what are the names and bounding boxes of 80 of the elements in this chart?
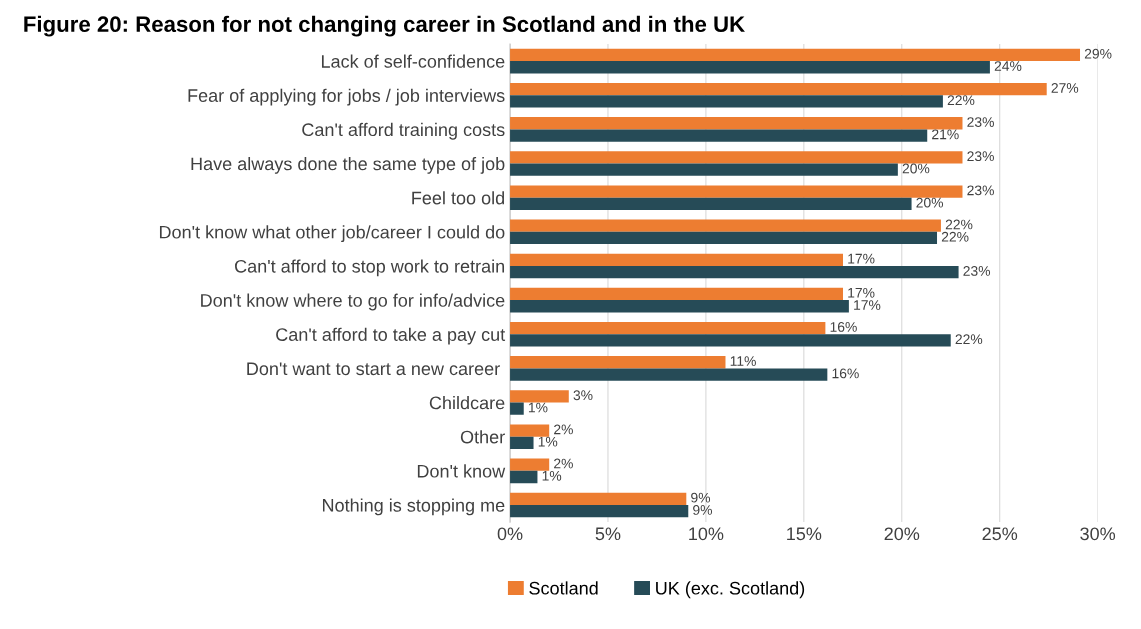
bar xyxy=(510,82,1047,96)
bar xyxy=(510,219,941,232)
bar xyxy=(510,197,912,210)
bar xyxy=(510,334,951,347)
data-label: 9% xyxy=(693,505,713,515)
data-label: 1% xyxy=(538,436,558,447)
x-tick-label: 10% xyxy=(689,527,724,541)
x-tick-label: 5% xyxy=(595,527,621,541)
bar xyxy=(510,390,569,403)
data-label: 17% xyxy=(848,253,875,264)
data-label: 23% xyxy=(967,151,994,162)
bar xyxy=(510,436,534,449)
y-tick-label: Fear of applying for jobs / job interviews xyxy=(188,88,505,106)
data-label: 16% xyxy=(830,322,857,332)
y-tick-label: Childcare xyxy=(429,396,505,410)
y-tick-label: Don't know where to go for info/advice xyxy=(201,293,505,311)
bar xyxy=(510,505,689,518)
data-label: 3% xyxy=(573,390,593,401)
y-tick-label: Don't know what other job/career I could do xyxy=(159,225,505,243)
bar xyxy=(510,185,963,198)
bar xyxy=(510,470,538,484)
bar xyxy=(510,253,844,266)
bar xyxy=(510,402,524,415)
y-tick-label: Can't afford to take a pay cut xyxy=(276,327,506,345)
bar xyxy=(510,265,959,279)
y-tick-label: Can't afford training costs xyxy=(302,122,505,140)
data-label: 20% xyxy=(902,163,930,174)
data-label: 22% xyxy=(947,95,975,106)
data-label: 22% xyxy=(941,231,969,242)
data-label: 20% xyxy=(916,197,944,208)
data-label: 22% xyxy=(955,334,983,345)
data-label: 1% xyxy=(542,470,562,481)
data-label: 22% xyxy=(945,219,973,230)
y-tick-label: Lack of self-confidence xyxy=(321,54,505,68)
bar xyxy=(510,231,938,245)
x-tick-label: 30% xyxy=(1080,527,1116,541)
bar xyxy=(510,117,963,130)
y-tick-label: Don't know xyxy=(417,464,506,478)
bar xyxy=(510,356,726,369)
y-tick-label: Have always done the same type of job xyxy=(191,157,505,174)
y-tick-label: Can't afford to stop work to retrain xyxy=(235,259,505,277)
data-label: 29% xyxy=(1084,48,1112,59)
bar xyxy=(510,151,963,164)
y-tick-label: Don't want to start a new career xyxy=(247,362,500,376)
data-label: 2% xyxy=(554,458,573,469)
bar xyxy=(510,48,1081,62)
bar xyxy=(510,61,990,74)
legend-label: Scotland xyxy=(529,581,598,595)
x-tick-label: 20% xyxy=(884,527,920,541)
x-tick-label: 25% xyxy=(982,527,1018,541)
data-label: 23% xyxy=(967,117,994,127)
bar xyxy=(510,458,550,471)
bar xyxy=(510,287,844,301)
data-label: 17% xyxy=(854,300,881,310)
chart-title: Figure 20: Reason for not changing career in Scotland and in the UK xyxy=(24,15,745,37)
data-label: 16% xyxy=(832,368,859,379)
bar xyxy=(510,368,828,381)
data-label: 21% xyxy=(932,129,959,140)
bar xyxy=(510,129,928,142)
x-tick-label: 15% xyxy=(787,527,822,541)
data-label: 24% xyxy=(994,61,1022,71)
bar xyxy=(510,424,550,437)
legend-label: UK (exc. Scotland) xyxy=(656,581,805,599)
bar xyxy=(510,300,849,313)
bar xyxy=(510,492,687,505)
data-label: 17% xyxy=(848,287,875,298)
y-tick-label: Other xyxy=(460,430,505,444)
data-label: 11% xyxy=(730,356,756,366)
data-label: 23% xyxy=(967,185,994,196)
y-tick-label: Nothing is stopping me xyxy=(322,498,505,516)
data-label: 2% xyxy=(554,424,573,435)
data-label: 27% xyxy=(1051,83,1079,93)
bar xyxy=(510,95,943,108)
y-tick-label: Feel too old xyxy=(412,191,505,205)
bar xyxy=(510,163,898,176)
data-label: 9% xyxy=(691,492,711,503)
data-label: 1% xyxy=(528,402,548,413)
x-tick-label: 0% xyxy=(497,527,523,541)
data-label: 23% xyxy=(963,266,991,276)
bar xyxy=(510,321,826,335)
